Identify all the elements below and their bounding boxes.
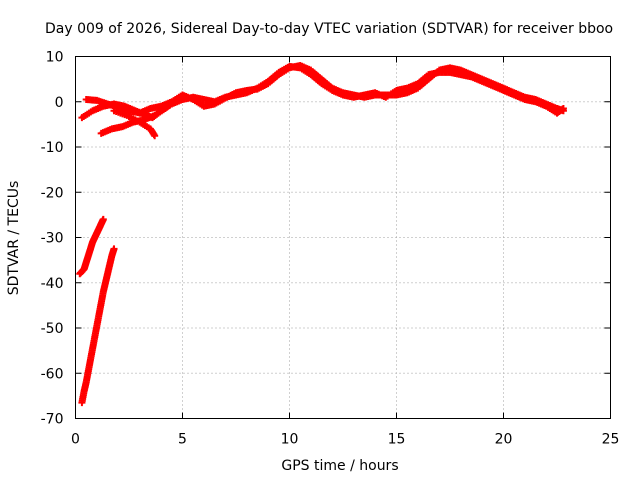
axes: 0 5 10 15 20 25 -70 -60 -50 -40 -30 -20 -10 0 10	[41, 50, 620, 448]
y-tick-label: -10	[41, 140, 64, 156]
x-tick-label: 5	[178, 432, 187, 448]
data-point	[151, 132, 159, 140]
y-tick-label: -40	[41, 276, 64, 292]
chart-title: Day 009 of 2026, Sidereal Day-to-day VTE…	[45, 21, 613, 37]
data-point	[172, 95, 180, 103]
y-axis-label: SDTVAR / TECUs	[6, 181, 22, 296]
x-tick-label: 10	[281, 432, 299, 448]
x-tick-label: 0	[71, 432, 80, 448]
data-point	[99, 215, 107, 223]
y-tick-label: 10	[46, 50, 64, 66]
x-tick-label: 15	[388, 432, 406, 448]
data-point	[110, 245, 118, 253]
x-tick-label: 25	[602, 432, 620, 448]
x-axis-label: GPS time / hours	[281, 458, 398, 474]
y-tick-label: -50	[41, 321, 64, 337]
series-spur-trace	[110, 107, 159, 140]
series-low-trace-b	[78, 245, 118, 407]
y-tick-label: -60	[41, 366, 64, 382]
data-layer	[76, 62, 567, 407]
series-low-trace-a	[76, 215, 107, 278]
data-point	[559, 105, 567, 113]
y-tick-label: 0	[55, 95, 64, 111]
grid	[75, 56, 611, 419]
y-tick-label: -20	[41, 185, 64, 201]
y-tick-label: -70	[41, 412, 64, 428]
y-tick-label: -30	[41, 231, 64, 247]
x-tick-label: 20	[495, 432, 513, 448]
series-main-trace-b	[78, 62, 567, 122]
